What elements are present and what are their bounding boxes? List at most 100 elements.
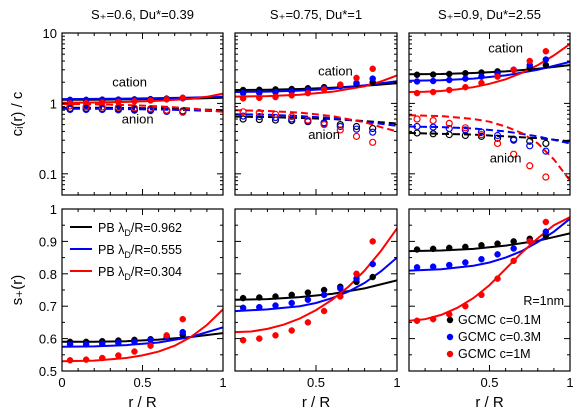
data-point-red-open bbox=[542, 173, 550, 181]
data-point-black-open bbox=[255, 115, 263, 124]
data-point-black bbox=[429, 245, 437, 253]
data-point-red bbox=[147, 342, 154, 349]
data-point-red bbox=[115, 352, 122, 359]
data-point-red bbox=[163, 332, 170, 339]
data-point-blue bbox=[429, 263, 437, 270]
plot-area bbox=[62, 308, 223, 364]
data-point-red bbox=[462, 83, 469, 91]
legend-marker-blue bbox=[446, 333, 454, 341]
data-point-red bbox=[429, 315, 437, 323]
data-point-blue bbox=[239, 304, 247, 312]
data-point-red bbox=[272, 332, 279, 339]
data-point-red bbox=[179, 315, 186, 323]
data-point-blue-open bbox=[114, 106, 122, 114]
x-axis-label: r / R bbox=[302, 394, 330, 411]
data-point-blue bbox=[82, 341, 90, 348]
data-point-blue bbox=[288, 299, 295, 307]
data-point-red bbox=[353, 74, 360, 82]
data-point-blue-open bbox=[271, 113, 280, 122]
legend-label-rest: /R=0.555 bbox=[131, 243, 182, 257]
data-point-blue bbox=[429, 77, 437, 85]
data-point-black-open bbox=[526, 137, 534, 145]
y-tick-label: 0.7 bbox=[39, 299, 57, 314]
legend-label: PB λD/R=0.962 bbox=[98, 221, 182, 238]
data-point-red bbox=[369, 65, 376, 73]
legend-label-main: PB λ bbox=[98, 221, 125, 235]
data-point-red-open bbox=[82, 103, 90, 111]
data-point-black bbox=[510, 238, 517, 245]
data-point-red bbox=[256, 94, 263, 102]
data-point-blue-open bbox=[413, 122, 421, 131]
y-tick-label: 0.8 bbox=[39, 267, 57, 282]
plot-area bbox=[409, 216, 570, 325]
data-point-black bbox=[239, 294, 247, 302]
data-point-red-open bbox=[445, 119, 453, 127]
annotation-cation: cation bbox=[318, 63, 353, 78]
panel-bottom-middle: 0.5 1 r / R bbox=[234, 208, 401, 411]
plot-frame bbox=[408, 208, 571, 372]
data-point-red-open bbox=[461, 124, 469, 132]
data-point-blue-open bbox=[66, 105, 74, 114]
data-point-red bbox=[542, 218, 550, 226]
data-point-blue-open bbox=[255, 112, 263, 121]
panel-bottom-left: 0.50.60.70.80.910 0.5 1r / Rs₊(r)PB λD/R=0… bbox=[9, 202, 227, 411]
data-point-blue bbox=[320, 291, 328, 299]
data-point-black-open bbox=[493, 134, 502, 142]
panel-top-left: cation anion S₊=0.6, Du*=0.39 0.1 1 10 cᵢ(r) /… bbox=[9, 7, 224, 196]
data-point-red bbox=[337, 293, 344, 300]
data-point-black bbox=[494, 240, 501, 247]
data-point-red bbox=[369, 238, 376, 245]
data-point-red-open bbox=[477, 131, 486, 139]
data-point-black-open bbox=[429, 130, 437, 138]
data-point-red bbox=[320, 86, 328, 93]
legend-label-subscript: D bbox=[124, 228, 131, 238]
data-point-red bbox=[304, 319, 312, 326]
data-point-blue bbox=[446, 76, 453, 84]
data-point-black bbox=[413, 71, 421, 79]
data-point-red bbox=[462, 302, 469, 310]
data-point-black bbox=[478, 242, 485, 249]
data-point-red-open bbox=[163, 106, 171, 114]
data-point-red-open bbox=[336, 126, 344, 134]
data-point-red-open bbox=[130, 104, 139, 112]
legend-label-subscript: D bbox=[124, 250, 131, 260]
data-point-red-open bbox=[114, 103, 122, 111]
data-point-red bbox=[337, 81, 344, 88]
legend-label-subscript: D bbox=[124, 272, 131, 282]
y-axis-label: s₊(r) bbox=[9, 275, 26, 305]
plot-area bbox=[409, 43, 570, 182]
data-point-red bbox=[131, 348, 138, 355]
data-point-blue bbox=[413, 264, 421, 271]
data-point-red bbox=[66, 357, 74, 364]
data-point-blue-open bbox=[288, 115, 296, 123]
data-point-black bbox=[542, 61, 550, 69]
data-point-blue bbox=[542, 56, 550, 63]
data-point-red-open bbox=[98, 103, 106, 111]
data-point-blue bbox=[510, 245, 517, 252]
data-point-red-open bbox=[66, 102, 74, 110]
data-point-blue-open bbox=[445, 124, 453, 133]
data-point-red bbox=[413, 317, 421, 325]
legend-marker-red bbox=[446, 350, 454, 358]
data-point-red bbox=[272, 93, 279, 101]
panel-top-middle: cation anion S₊=0.75, Du*=1 bbox=[234, 7, 398, 196]
data-point-blue-open bbox=[336, 122, 344, 131]
data-point-red-open bbox=[352, 132, 361, 140]
annotation-cation: cation bbox=[488, 40, 523, 55]
x-axis-label: r / R bbox=[128, 394, 156, 411]
y-tick-label: 0.9 bbox=[39, 234, 57, 249]
data-point-black bbox=[462, 243, 469, 251]
data-point-red bbox=[239, 95, 247, 102]
data-point-black-open bbox=[239, 115, 247, 123]
data-point-blue bbox=[369, 260, 376, 268]
data-point-blue bbox=[179, 328, 186, 336]
legend-header: R=1nm bbox=[523, 294, 564, 308]
data-point-red bbox=[494, 275, 501, 282]
data-point-red bbox=[147, 97, 154, 104]
data-point-red-open bbox=[493, 139, 502, 148]
data-point-red bbox=[353, 270, 360, 278]
data-point-blue bbox=[478, 255, 485, 263]
data-point-blue bbox=[304, 296, 312, 303]
data-point-black bbox=[288, 291, 295, 299]
